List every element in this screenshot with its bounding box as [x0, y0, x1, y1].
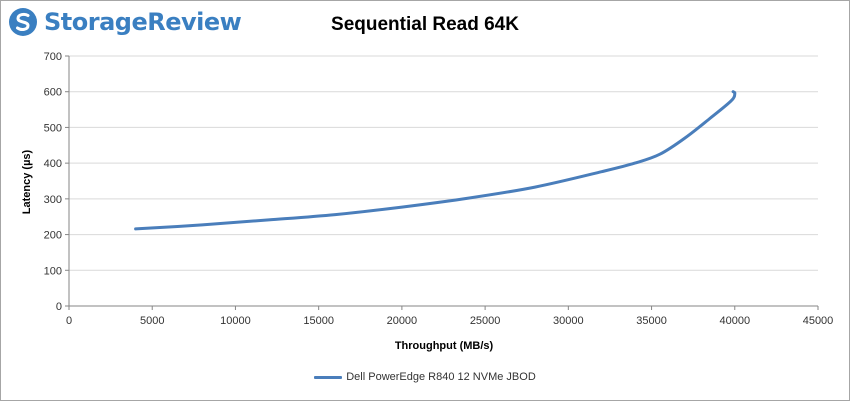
series-lines: [134, 90, 737, 231]
x-tick-label: 30000: [553, 315, 584, 327]
legend-swatch: [314, 375, 343, 379]
y-tick-label: 500: [44, 122, 62, 134]
logo-text: StorageReview: [44, 8, 242, 36]
y-tick-label: 700: [44, 51, 62, 63]
x-tick-label: 45000: [803, 315, 834, 327]
x-tick-label: 25000: [470, 315, 501, 327]
x-tick-label: 15000: [303, 315, 334, 327]
x-tick-label: 10000: [220, 315, 251, 327]
series-line-0: [134, 90, 737, 231]
chart-title: Sequential Read 64K: [331, 14, 519, 35]
y-tick-labels: 0 100 200 300 400 500 600 700: [44, 51, 62, 313]
storagereview-logo: StorageReview: [8, 4, 242, 40]
x-tick-label: 5000: [140, 315, 164, 327]
storagereview-logo-icon: [9, 8, 37, 36]
y-tick-label: 0: [56, 301, 62, 313]
x-tick-label: 35000: [636, 315, 667, 327]
axes: [65, 55, 819, 310]
gridlines: [69, 55, 818, 271]
x-tick-label: 0: [66, 315, 72, 327]
y-tick-label: 300: [44, 194, 62, 206]
y-axis-label: Latency (µs): [21, 149, 33, 214]
x-axis-label: Throughput (MB/s): [395, 340, 494, 352]
legend-entry-label: Dell PowerEdge R840 12 NVMe JBOD: [346, 371, 536, 383]
x-tick-label: 40000: [719, 315, 750, 327]
y-tick-label: 200: [44, 230, 62, 242]
legend: Dell PowerEdge R840 12 NVMe JBOD: [0, 371, 850, 383]
x-tick-label: 20000: [387, 315, 418, 327]
y-tick-label: 600: [44, 87, 62, 99]
y-tick-label: 400: [44, 158, 62, 170]
y-tick-label: 100: [44, 265, 62, 277]
x-tick-labels: 0 5000 10000 15000 20000 25000 30000 35000 40000…: [66, 315, 833, 327]
